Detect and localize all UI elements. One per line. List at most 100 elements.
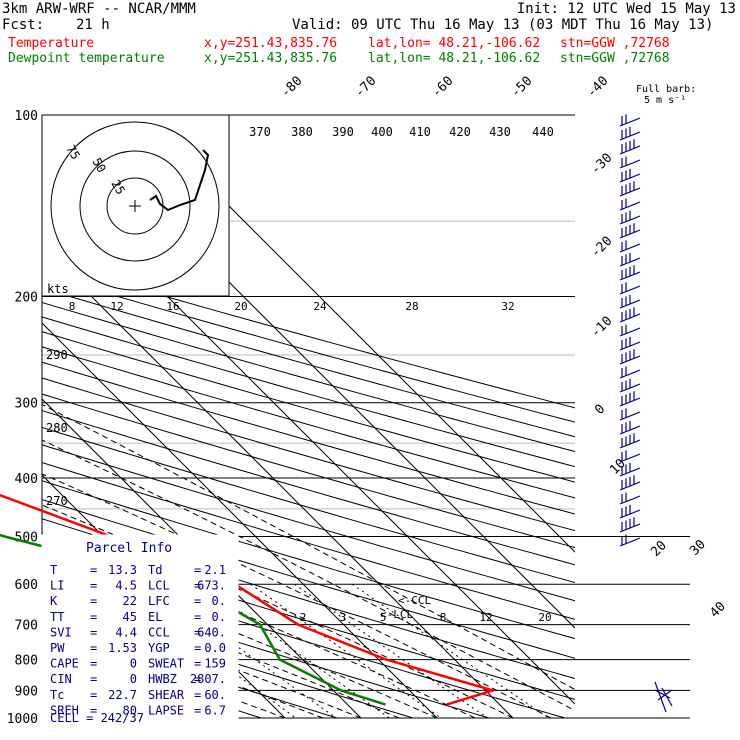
parcel-info-title: Parcel Info — [86, 541, 172, 556]
wind-barb — [619, 495, 641, 505]
wind-barb — [619, 327, 641, 337]
wind-barb — [619, 439, 641, 449]
isotherm-label: -20 — [588, 234, 615, 261]
moist-adiabat — [42, 597, 362, 718]
pressure-tick-label: 700 — [15, 619, 38, 634]
moist-adiabat — [42, 439, 575, 712]
wind-barb — [619, 467, 641, 477]
dry-adiabat — [42, 410, 575, 566]
mixing-ratio-label: 8 — [440, 611, 447, 624]
theta-label: 380 — [291, 125, 313, 139]
mixing-ratio-label: 24 — [313, 300, 327, 313]
wind-barb — [619, 145, 641, 155]
hodograph-trace — [149, 149, 210, 212]
parcel-param-label: CIN — [50, 672, 72, 686]
hodograph-units: kts — [47, 282, 69, 296]
temperature-stn: stn=GGW ,72768 — [560, 36, 670, 51]
parcel-param-value: 4.4 — [115, 625, 137, 639]
parcel-param-value: 60. — [204, 688, 226, 702]
wind-barb — [619, 187, 641, 197]
parcel-param-value: 673. — [197, 579, 226, 593]
wind-barb — [619, 509, 641, 519]
wind-barb — [619, 299, 641, 309]
dewpoint-latlon: lat,lon= 48.21,-106.62 — [368, 51, 541, 66]
valid-time: Valid: 09 UTC Thu 16 May 13 (03 MDT Thu … — [292, 17, 714, 33]
wind-barb — [619, 117, 641, 127]
hodograph-ring-label: 75 — [63, 143, 82, 163]
parcel-param-label: LFC — [148, 594, 170, 608]
parcel-param-value: 4.5 — [115, 579, 137, 593]
parcel-equals: = — [194, 688, 201, 702]
dry-adiabat — [42, 273, 575, 423]
parcel-param-label: Tc — [50, 688, 64, 702]
parcel-equals: = — [90, 610, 97, 624]
parcel-param-value: 6.7 — [204, 703, 226, 717]
dry-adiabat — [42, 287, 575, 438]
wind-barb — [619, 257, 641, 267]
hodograph-ring-label: 25 — [108, 178, 127, 198]
parcel-cell: CELL = 242/37 — [50, 711, 144, 725]
wind-barb — [619, 159, 641, 169]
wind-barb — [619, 229, 641, 239]
parcel-param-value: 0 — [130, 657, 137, 671]
fcst-hours: 21 h — [76, 17, 110, 33]
parcel-param-value: 22 — [123, 594, 137, 608]
pressure-tick-label: 400 — [15, 472, 38, 487]
parcel-param-label: SREH — [50, 703, 79, 717]
pressure-tick-label: 300 — [15, 397, 38, 412]
hodograph-ring — [50, 121, 220, 291]
mixing-ratio-line — [294, 583, 488, 718]
parcel-param-label: YGP — [148, 641, 170, 655]
parcel-param-label: K — [50, 594, 58, 608]
theta-label: 390 — [332, 125, 354, 139]
parcel-param-label: SHEAR — [148, 688, 185, 702]
parcel-param-value: 45 — [123, 610, 137, 624]
theta-label: 280 — [46, 421, 68, 435]
wind-barb — [619, 411, 641, 421]
parcel-equals: = — [90, 641, 97, 655]
parcel-param-value: 80 — [123, 703, 137, 717]
wind-barb — [619, 369, 641, 379]
dewpoint-profile — [0, 533, 386, 706]
parcel-param-value: 0. — [212, 594, 226, 608]
wind-barb — [619, 243, 641, 253]
mixing-ratio-label: 28 — [405, 300, 418, 313]
parcel-equals: = — [194, 610, 201, 624]
theta-label: 420 — [449, 125, 471, 139]
parcel-param-label: SVI — [50, 625, 72, 639]
dry-adiabat — [42, 316, 575, 468]
parcel-param-label: PW — [50, 641, 65, 655]
parcel-equals: = — [194, 703, 201, 717]
parcel-equals: = — [194, 641, 201, 655]
dry-adiabat — [42, 462, 575, 620]
isotherm-label: -10 — [588, 314, 615, 341]
parcel-param-label: LI — [50, 579, 64, 593]
parcel-param-value: 22.7 — [108, 688, 137, 702]
parcel-param-value: 0.0 — [204, 641, 226, 655]
parcel-param-label: LAPSE — [148, 703, 184, 717]
dry-adiabat — [42, 600, 414, 718]
parcel-equals: = — [90, 579, 97, 593]
parcel-param-value: 640. — [197, 625, 226, 639]
parcel-param-value: 13.3 — [108, 563, 137, 577]
pressure-tick-label: 600 — [15, 578, 38, 593]
mixing-ratio-label: 16 — [166, 300, 179, 313]
dry-adiabat — [42, 331, 575, 483]
isotherm-line — [42, 322, 438, 718]
parcel-equals: = — [194, 579, 201, 593]
parcel-equals: = — [194, 657, 201, 671]
parcel-param-label: CCL — [148, 625, 170, 639]
dry-adiabat — [42, 444, 575, 602]
parcel-param-value: 2807. — [190, 672, 226, 686]
wind-barb — [619, 383, 641, 393]
parcel-param-label: TT — [50, 610, 64, 624]
parcel-equals: = — [90, 625, 97, 639]
theta-label: 290 — [46, 348, 68, 362]
init-time: Init: 12 UTC Wed 15 May 13 — [516, 1, 736, 17]
wind-barb — [619, 481, 641, 491]
parcel-param-label: SWEAT — [148, 657, 184, 671]
isotherm-line — [42, 246, 514, 718]
parcel-equals: = — [90, 688, 97, 702]
isotherm-label: -50 — [508, 74, 535, 101]
